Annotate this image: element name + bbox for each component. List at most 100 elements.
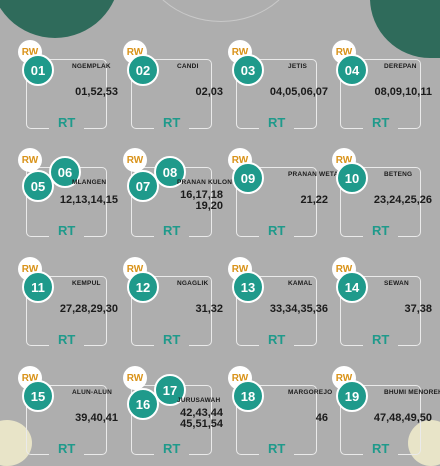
rw-number-badge: 15	[22, 380, 54, 412]
village-name: CANDI	[177, 63, 199, 70]
rw-number-badge: 12	[127, 271, 159, 303]
rt-values: 02,03	[143, 87, 223, 98]
card-frame	[26, 59, 107, 131]
rt-values: 21,22	[248, 195, 328, 206]
rw-number-badge: 13	[232, 271, 264, 303]
rw-number-badge: 04	[336, 54, 368, 86]
village-name: SEWAN	[384, 280, 409, 287]
card-frame	[236, 59, 317, 131]
rt-values: 37,38	[352, 304, 432, 315]
rt-values: 33,34,35,36	[248, 304, 328, 315]
village-name: PRANAN WETAN	[288, 171, 344, 178]
rw-card: RW 15 ALUN-ALUN 39,40,41 RT	[18, 366, 118, 458]
village-name: ALUN-ALUN	[72, 389, 113, 396]
rw-number-badge: 02	[127, 54, 159, 86]
rt-value-line: 31,32	[195, 303, 223, 315]
rw-card: RW 14 SEWAN 37,38 RT	[332, 257, 432, 349]
village-name: BHUMI MENOREH	[384, 389, 440, 396]
rt-label: RT	[58, 332, 76, 347]
rw-number-badge: 19	[336, 380, 368, 412]
village-name: JURUSAWAH	[177, 397, 221, 404]
rw-card: RW 05 06 MLANGEN 12,13,14,15 RT	[18, 148, 118, 240]
rt-values: 46	[248, 413, 328, 424]
rt-label: RT	[268, 332, 286, 347]
rt-label: RT	[268, 115, 286, 130]
rw-number-badge-secondary: 08	[154, 156, 186, 188]
village-name: MARGOREJO	[288, 389, 333, 396]
rt-value-line: 27,28,29,30	[59, 303, 118, 315]
rt-label: RT	[58, 223, 76, 238]
rw-number-badge: 18	[232, 380, 264, 412]
rt-values: 01,52,53	[38, 87, 118, 98]
rt-value-line: 04,05,06,07	[269, 86, 328, 98]
village-name: JETIS	[288, 63, 308, 70]
rw-number-badge: 09	[232, 162, 264, 194]
rt-value-line: 37,38	[404, 303, 432, 315]
card-frame	[340, 59, 421, 131]
rt-label: RT	[163, 223, 181, 238]
rt-value-line: 45,51,54	[180, 418, 223, 430]
rw-number-badge: 05	[22, 170, 54, 202]
card-frame	[26, 276, 107, 348]
rw-badge: RW	[123, 148, 147, 172]
rt-values: 04,05,06,07	[248, 87, 328, 98]
rw-badge: RW	[18, 148, 42, 172]
rw-number-badge: 16	[127, 388, 159, 420]
rt-values: 08,09,10,11	[352, 87, 432, 98]
rw-card: RW 04 DEREPAN 08,09,10,11 RT	[332, 40, 432, 132]
rt-value-line: 08,09,10,11	[374, 86, 432, 98]
rt-label: RT	[163, 441, 181, 456]
village-name: DEREPAN	[384, 63, 417, 70]
rw-number-badge: 07	[127, 170, 159, 202]
rw-card: RW 16 17 JURUSAWAH 42,43,44 45,51,54 RT	[123, 366, 223, 458]
rt-label: RT	[163, 115, 181, 130]
card-frame	[131, 276, 212, 348]
rt-values: 23,24,25,26	[352, 195, 432, 206]
rt-value-line: 16,17,18	[180, 189, 223, 201]
rt-value-line: 19,20	[195, 200, 223, 212]
rt-values: 16,17,18 19,20	[143, 190, 223, 212]
rt-value-line: 02,03	[195, 86, 223, 98]
rw-card: RW 07 08 PRANAN KULON 16,17,18 19,20 RT	[123, 148, 232, 240]
rw-card: RW 11 KEMPUL 27,28,29,30 RT	[18, 257, 118, 349]
rt-label: RT	[372, 223, 390, 238]
decorative-blob-top-left	[0, 0, 120, 38]
rt-value-line: 46	[315, 412, 328, 424]
card-frame	[131, 59, 212, 131]
village-name: NGAGLIK	[177, 280, 209, 287]
rt-value-line: 33,34,35,36	[269, 303, 328, 315]
rw-number-badge: 10	[336, 162, 368, 194]
rt-values: 27,28,29,30	[38, 304, 118, 315]
rw-number-badge: 14	[336, 271, 368, 303]
rw-number-badge-secondary: 17	[154, 374, 186, 406]
rt-values: 47,48,49,50	[352, 413, 432, 424]
rt-value-line: 12,13,14,15	[59, 194, 118, 206]
rw-number-badge: 03	[232, 54, 264, 86]
rt-value-line: 21,22	[300, 194, 328, 206]
village-name: PRANAN KULON	[177, 179, 233, 186]
rw-card: RW 19 BHUMI MENOREH 47,48,49,50 RT	[332, 366, 440, 458]
rt-label: RT	[372, 115, 390, 130]
rt-label: RT	[268, 441, 286, 456]
rw-card: RW 13 KAMAL 33,34,35,36 RT	[228, 257, 328, 349]
rw-badge: RW	[123, 366, 147, 390]
rw-card: RW 09 PRANAN WETAN 21,22 RT	[228, 148, 343, 240]
rt-values: 39,40,41	[38, 413, 118, 424]
village-name: NGEMPLAK	[72, 63, 111, 70]
rt-values: 31,32	[143, 304, 223, 315]
card-frame	[236, 167, 317, 239]
card-frame	[236, 276, 317, 348]
rw-number-badge-secondary: 06	[49, 156, 81, 188]
rt-label: RT	[163, 332, 181, 347]
rw-card: RW 03 JETIS 04,05,06,07 RT	[228, 40, 328, 132]
village-name: KAMAL	[288, 280, 313, 287]
rt-value-line: 47,48,49,50	[373, 412, 432, 424]
card-frame	[340, 167, 421, 239]
rw-number-badge: 01	[22, 54, 54, 86]
rt-value-line: 39,40,41	[75, 412, 118, 424]
rt-label: RT	[58, 115, 76, 130]
village-name: MLANGEN	[72, 179, 107, 186]
rw-number-badge: 11	[22, 271, 54, 303]
village-name: KEMPUL	[72, 280, 101, 287]
village-name: BETENG	[384, 171, 413, 178]
